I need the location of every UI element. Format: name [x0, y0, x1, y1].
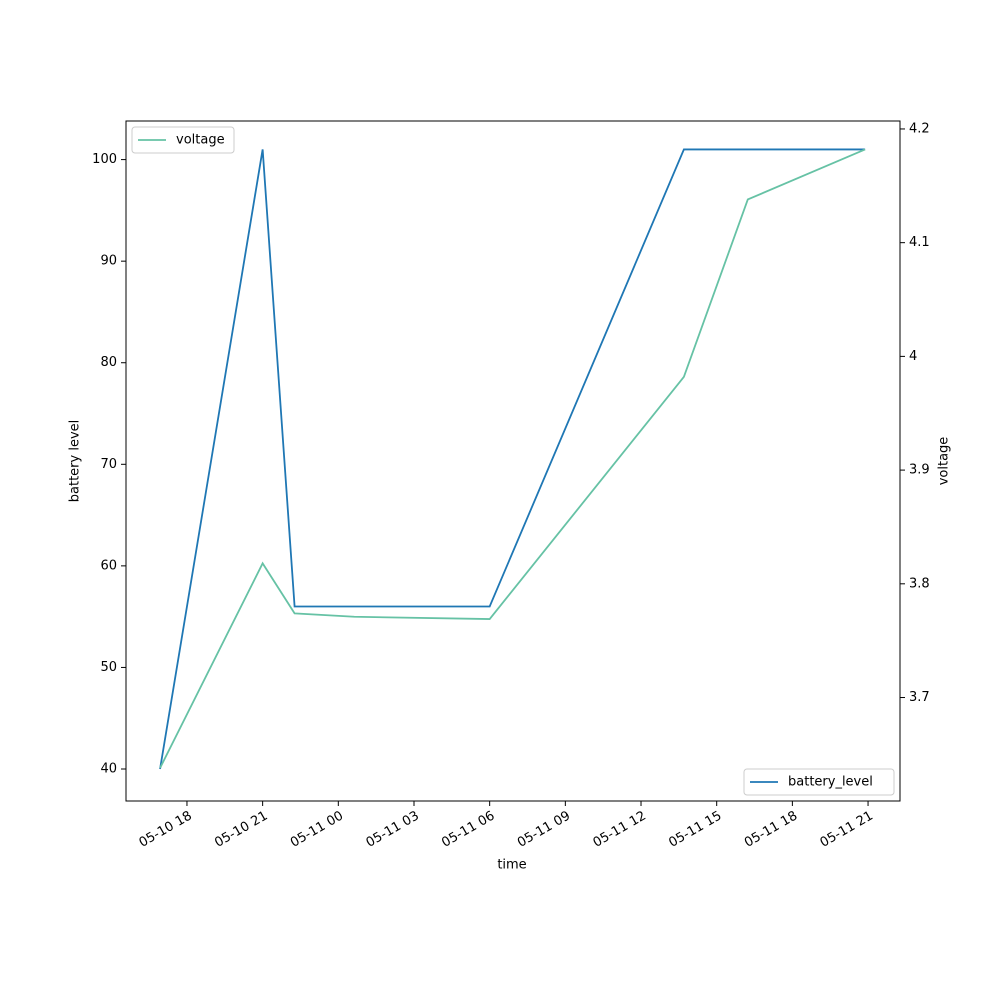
x-tick-label: 05-11 12	[591, 809, 649, 851]
x-tick-label: 05-11 18	[742, 809, 800, 851]
legend-box	[743, 768, 895, 796]
y2-tick-label: 4.2	[909, 121, 930, 136]
x-tick-label: 05-10 18	[137, 809, 195, 851]
x-tick-label: 05-11 21	[818, 809, 876, 851]
y-tick-label: 60	[100, 558, 117, 573]
y2-tick-label: 3.9	[909, 463, 930, 478]
y-tick-label: 80	[100, 355, 117, 370]
x-tick-label: 05-11 06	[439, 809, 497, 851]
y2-tick-label: 3.7	[909, 690, 930, 705]
x-axis-label: time	[497, 858, 526, 873]
y-axis-label: battery level	[68, 420, 83, 503]
y2-axis-label: voltage	[937, 437, 952, 486]
x-tick-label: 05-11 03	[364, 809, 422, 851]
x-tick-label: 05-11 00	[288, 809, 346, 851]
x-tick-label: 05-11 09	[515, 809, 573, 851]
legend-label: voltage	[176, 133, 225, 148]
y2-tick-label: 4	[909, 349, 917, 364]
y2-tick-label: 3.8	[909, 576, 930, 591]
y-tick-label: 40	[100, 762, 117, 777]
data-line	[159, 148, 866, 770]
y-tick-label: 90	[100, 254, 117, 269]
y-tick-label: 100	[92, 152, 117, 167]
x-tick-label: 05-11 15	[666, 809, 724, 851]
plot-frame	[125, 120, 901, 802]
legend: voltage	[131, 126, 235, 154]
legend-label: battery_level	[788, 775, 873, 790]
legend-box	[131, 126, 235, 154]
x-tick-label: 05-10 21	[212, 809, 270, 851]
data-line	[159, 148, 866, 769]
y-tick-label: 70	[100, 457, 117, 472]
y-tick-label: 50	[100, 660, 117, 675]
y2-tick-label: 4.1	[909, 235, 930, 250]
legend: battery_level	[743, 768, 895, 796]
